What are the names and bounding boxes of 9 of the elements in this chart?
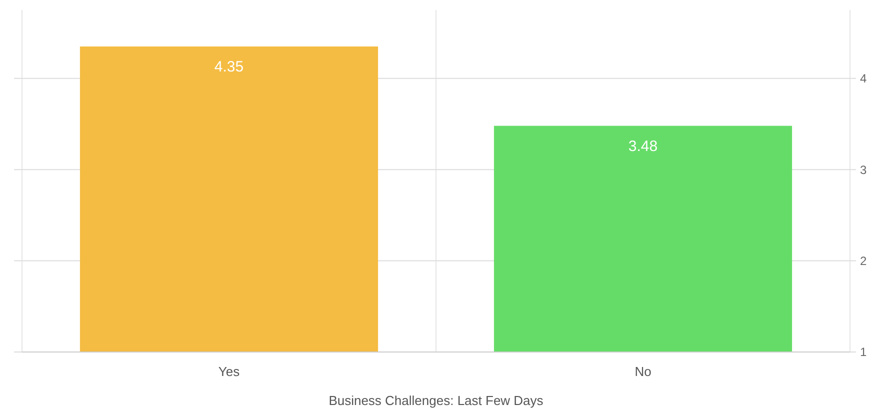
x-tick-label: No bbox=[634, 364, 652, 379]
y-tick-label: 3 bbox=[860, 162, 867, 177]
y-tick-label: 1 bbox=[860, 345, 867, 360]
y-tick-label: 2 bbox=[860, 254, 867, 268]
x-tick-label: Yes bbox=[218, 364, 240, 379]
data-label: 4.35 bbox=[214, 58, 244, 76]
data-label: 3.48 bbox=[628, 138, 658, 155]
x-axis-title: Business Challenges: Last Few Days bbox=[328, 393, 544, 408]
y-tick-label: 4 bbox=[860, 72, 867, 86]
